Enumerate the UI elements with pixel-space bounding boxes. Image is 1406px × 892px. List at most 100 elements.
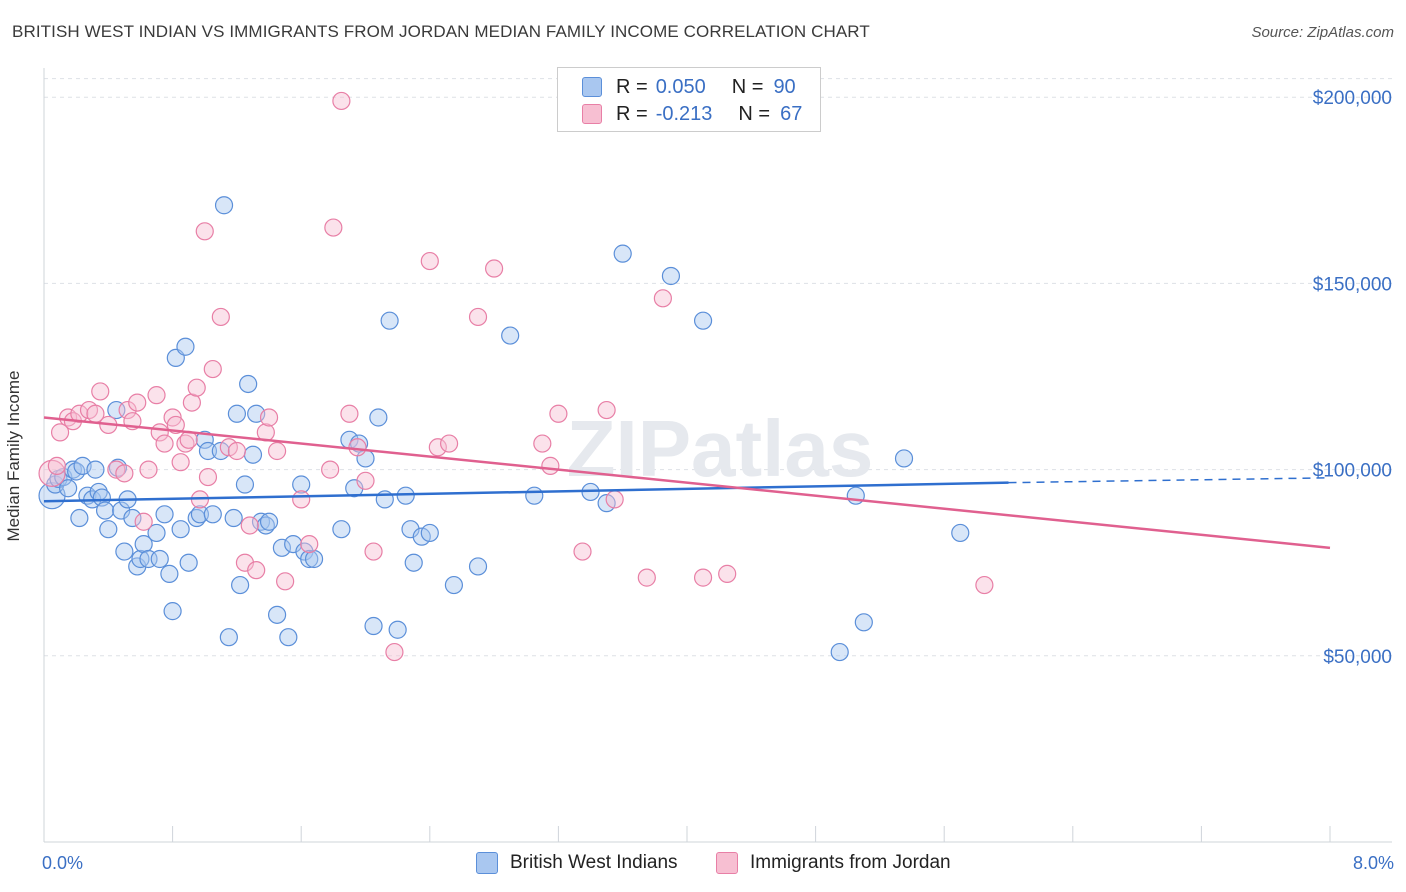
data-point xyxy=(115,464,134,483)
data-point xyxy=(276,572,295,591)
data-point xyxy=(219,628,238,647)
watermark: ZIPatlas xyxy=(567,404,874,493)
y-axis-label: Median Family Income xyxy=(4,370,23,542)
data-point xyxy=(160,564,179,583)
trend-lines xyxy=(43,416,1331,550)
data-point xyxy=(231,575,250,595)
data-point xyxy=(259,408,279,427)
trend-line-blue-extension xyxy=(1008,477,1331,484)
data-point xyxy=(115,542,134,561)
x-tick-label-min: 0.0% xyxy=(42,853,84,873)
trend-line-pink xyxy=(43,416,1331,550)
series-legend-item-blue: British West Indians xyxy=(476,852,678,874)
data-point xyxy=(155,434,174,453)
data-point xyxy=(86,460,105,479)
legend-row-blue: R = 0.050 N = 90 xyxy=(582,74,796,100)
legend-r-label: R = xyxy=(616,102,648,125)
data-point xyxy=(975,575,994,595)
data-point xyxy=(211,307,230,327)
data-point xyxy=(267,605,287,624)
data-point xyxy=(292,475,311,494)
series-legend-label: British West Indians xyxy=(510,852,678,873)
data-point xyxy=(267,441,287,461)
data-point xyxy=(203,359,222,379)
data-point xyxy=(50,423,70,442)
data-point xyxy=(171,453,190,472)
data-point xyxy=(155,505,174,524)
data-point xyxy=(239,374,258,394)
data-point xyxy=(549,404,568,423)
legend-r-value: -0.213 xyxy=(655,102,713,125)
data-point xyxy=(637,568,656,587)
data-point xyxy=(227,404,246,423)
data-point xyxy=(171,520,190,539)
data-point xyxy=(951,523,970,543)
data-point xyxy=(195,430,214,449)
series-legend-label: Immigrants from Jordan xyxy=(750,852,951,873)
data-point xyxy=(385,642,404,662)
legend-row-pink: R = -0.213 N = 67 xyxy=(582,101,802,127)
axes xyxy=(43,68,1392,843)
data-point xyxy=(190,505,210,524)
data-point xyxy=(661,266,681,286)
data-point xyxy=(388,620,407,639)
x-tick-label-max: 8.0% xyxy=(1352,853,1394,873)
chart-title: BRITISH WEST INDIAN VS IMMIGRANTS FROM J… xyxy=(12,22,870,41)
data-point xyxy=(364,616,383,636)
data-point xyxy=(718,564,737,583)
data-point xyxy=(348,438,367,457)
data-point xyxy=(613,244,632,263)
legend-n-label: N = xyxy=(731,75,764,98)
data-point xyxy=(501,326,520,345)
data-point xyxy=(150,549,169,569)
data-point xyxy=(380,311,399,330)
data-point xyxy=(369,408,388,427)
data-point xyxy=(227,441,246,461)
trend-line-blue xyxy=(43,481,1009,503)
data-point xyxy=(525,486,544,505)
y-tick-label: $150,000 xyxy=(1313,274,1392,295)
data-point xyxy=(332,91,351,111)
data-point xyxy=(485,259,504,278)
data-point xyxy=(468,307,488,327)
data-point xyxy=(404,553,423,572)
y-tick-labels: $50,000 $100,000 $150,000 $200,000 xyxy=(1313,88,1392,668)
data-point xyxy=(830,642,849,662)
data-point xyxy=(147,523,166,543)
legend-n-label: N = xyxy=(738,102,771,125)
data-point xyxy=(693,311,713,330)
data-point xyxy=(396,486,415,505)
data-point xyxy=(894,449,914,468)
data-point xyxy=(272,538,292,557)
data-point xyxy=(597,400,616,420)
data-point xyxy=(573,542,592,561)
y-tick-label: $200,000 xyxy=(1313,88,1392,109)
data-point xyxy=(198,467,218,487)
data-point xyxy=(356,471,375,490)
data-point xyxy=(243,445,263,464)
data-point xyxy=(99,520,118,539)
data-point xyxy=(300,549,319,569)
data-point xyxy=(59,479,78,498)
data-point xyxy=(420,251,439,271)
data-point xyxy=(147,386,166,405)
data-point xyxy=(324,218,343,237)
data-point xyxy=(247,561,266,580)
data-point xyxy=(235,475,255,494)
data-point xyxy=(134,512,153,531)
data-point xyxy=(128,393,147,412)
series-legend-item-pink: Immigrants from Jordan xyxy=(716,852,951,874)
data-point xyxy=(321,460,340,479)
data-point xyxy=(693,568,713,587)
data-point xyxy=(214,196,234,215)
data-point xyxy=(444,575,464,595)
data-point xyxy=(240,516,259,535)
data-point xyxy=(123,508,142,528)
data-point xyxy=(118,400,137,420)
data-point xyxy=(224,508,243,528)
data-point xyxy=(854,613,873,632)
data-point xyxy=(605,490,624,509)
correlation-legend: R = 0.050 N = 90 R = -0.213 N = 67 xyxy=(557,67,821,132)
data-point xyxy=(195,222,214,241)
